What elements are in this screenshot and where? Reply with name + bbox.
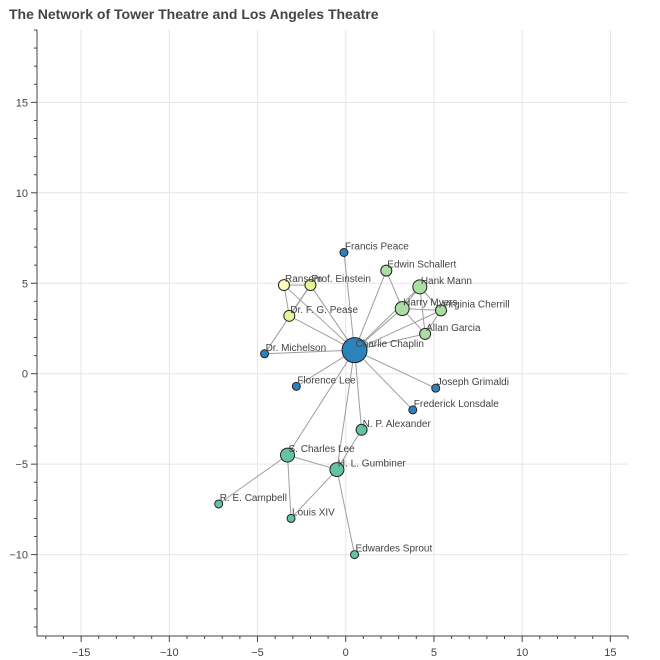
network-node bbox=[394, 301, 410, 317]
x-tick-label: 15 bbox=[604, 647, 616, 659]
network-edge bbox=[287, 349, 355, 456]
node-label: Edwin Schallert bbox=[387, 260, 456, 271]
node-label: Dr. F. G. Pease bbox=[290, 305, 358, 316]
network-edge bbox=[310, 284, 355, 351]
network-edge bbox=[343, 252, 356, 351]
node-label: Allan Garcia bbox=[426, 323, 481, 334]
network-edge bbox=[354, 349, 414, 411]
node-label: Hank Mann bbox=[421, 276, 472, 287]
network-node bbox=[380, 264, 393, 277]
node-label: Dr. Michelson bbox=[266, 343, 327, 354]
network-edge bbox=[283, 284, 355, 351]
network-edge bbox=[354, 349, 436, 389]
network-edge bbox=[287, 454, 338, 471]
node-label: Prof. Einstein bbox=[311, 274, 370, 285]
network-node bbox=[304, 279, 317, 292]
network-node bbox=[419, 327, 432, 340]
node-label: Charlie Chaplin bbox=[356, 339, 424, 350]
x-tick-label: 5 bbox=[431, 647, 437, 659]
node-label: Virginia Cherrill bbox=[442, 299, 510, 310]
node-label: H. L. Gumbiner bbox=[338, 459, 406, 470]
network-node bbox=[260, 349, 270, 359]
chart-title: The Network of Tower Theatre and Los Ang… bbox=[9, 6, 379, 22]
node-label: Florence Lee bbox=[297, 375, 356, 386]
grid-lines bbox=[37, 30, 628, 636]
node-label: R. E. Campbell bbox=[220, 493, 287, 504]
network-node bbox=[350, 550, 360, 560]
y-tick-label: −5 bbox=[15, 459, 28, 471]
network-edge bbox=[419, 286, 426, 334]
node-label: Frederick Lonsdale bbox=[414, 399, 499, 410]
node-label: Louis XIV bbox=[292, 507, 335, 518]
network-node bbox=[277, 279, 290, 292]
y-tick-label: 5 bbox=[22, 278, 28, 290]
x-tick-label: 10 bbox=[516, 647, 528, 659]
network-node bbox=[286, 513, 296, 523]
network-edge bbox=[218, 454, 288, 505]
network-edge bbox=[264, 349, 355, 355]
network-edge bbox=[287, 455, 292, 519]
y-tick-label: −10 bbox=[9, 550, 28, 562]
node-label: Francis Peace bbox=[345, 242, 409, 253]
x-tick-label: 0 bbox=[343, 647, 349, 659]
node-label: Harry Myers bbox=[403, 298, 457, 309]
network-node bbox=[408, 405, 418, 415]
y-tick-label: 10 bbox=[16, 188, 28, 200]
network-edge bbox=[354, 350, 363, 430]
x-tick-label: −5 bbox=[251, 647, 264, 659]
node-label: S. Charles Lee bbox=[289, 444, 356, 455]
network-node bbox=[214, 499, 224, 509]
x-tick-label: −10 bbox=[160, 647, 179, 659]
network-edge bbox=[354, 286, 421, 351]
network-node bbox=[355, 423, 368, 436]
network-node bbox=[431, 383, 441, 393]
network-node bbox=[341, 337, 368, 364]
network-edge bbox=[336, 429, 363, 470]
node-label: N. P. Alexander bbox=[363, 419, 432, 430]
network-node bbox=[434, 304, 447, 317]
y-tick-label: 15 bbox=[16, 97, 28, 109]
network-node bbox=[329, 462, 345, 478]
network-edge bbox=[336, 350, 356, 470]
y-tick-label: 0 bbox=[22, 369, 28, 381]
network-edge bbox=[336, 469, 356, 555]
x-tick-label: −15 bbox=[72, 647, 91, 659]
network-node bbox=[280, 447, 296, 463]
network-node bbox=[283, 309, 296, 322]
network-node bbox=[291, 381, 301, 391]
node-label: Ransom bbox=[285, 274, 322, 285]
network-node bbox=[339, 248, 349, 258]
network-edge bbox=[290, 469, 338, 519]
network-edge bbox=[354, 309, 442, 351]
node-label: Edwardes Sprout bbox=[356, 544, 433, 555]
node-label: Joseph Grimaldi bbox=[437, 377, 509, 388]
network-node bbox=[412, 279, 428, 295]
network-edge bbox=[354, 270, 387, 351]
